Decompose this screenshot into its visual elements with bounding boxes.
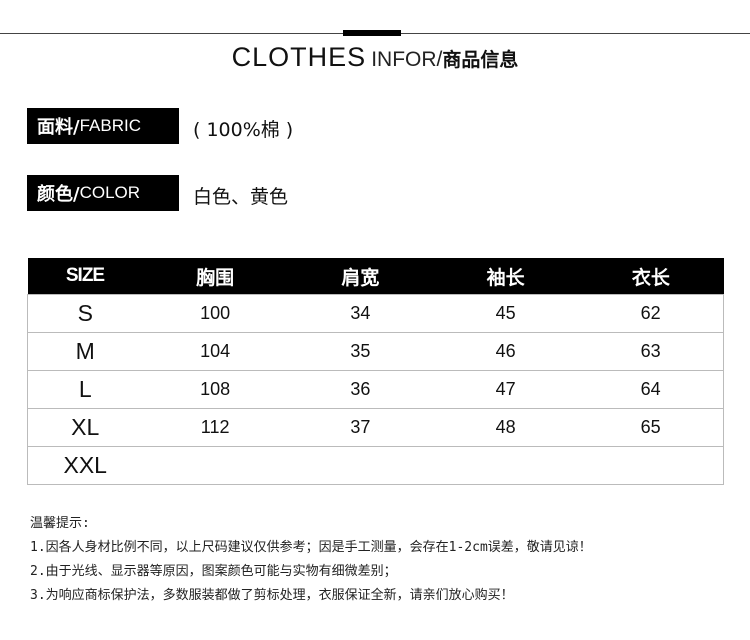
size-cell: XL — [27, 408, 143, 447]
measurement-cell: 63 — [578, 332, 725, 371]
color-label: 颜色/COLOR — [27, 175, 179, 211]
fabric-value: ( 100%棉 ) — [193, 119, 294, 141]
table-row: XXL — [27, 446, 725, 485]
color-label-cn: 颜色/ — [37, 184, 80, 205]
table-row: L 108 36 47 64 — [27, 370, 725, 409]
size-cell: L — [27, 370, 143, 409]
measurement-cell — [142, 446, 288, 485]
measurement-cell: 65 — [578, 408, 725, 447]
measurement-cell: 47 — [433, 370, 579, 409]
measurement-cell: 100 — [142, 294, 288, 333]
title-sub: INFOR/ — [371, 48, 443, 71]
measurement-cell — [433, 446, 579, 485]
fabric-label-cn: 面料/ — [37, 117, 80, 138]
note-item: 1.因各人身材比例不同，以上尺码建议仅供参考；因是手工测量，会存在1-2cm误差… — [30, 540, 592, 555]
size-table-header: SIZE 胸围 肩宽 袖长 衣长 — [27, 258, 724, 295]
table-row: S 100 34 45 62 — [27, 294, 725, 333]
note-item: 3.为响应商标保护法，多数服装都做了剪标处理，衣服保证全新，请亲们放心购买！ — [30, 588, 514, 603]
header-accent-bar — [343, 30, 401, 36]
size-cell: M — [27, 332, 143, 371]
size-cell: XXL — [27, 446, 143, 485]
measurement-cell: 34 — [287, 294, 433, 333]
measurement-cell: 36 — [287, 370, 433, 409]
column-header: 肩宽 — [287, 258, 433, 295]
fabric-label: 面料/FABRIC — [27, 108, 179, 144]
measurement-cell — [287, 446, 433, 485]
notes: 温馨提示: 1.因各人身材比例不同，以上尺码建议仅供参考；因是手工测量，会存在1… — [30, 512, 592, 608]
table-row: XL 112 37 48 65 — [27, 408, 725, 447]
measurement-cell: 104 — [142, 332, 288, 371]
title-cn: 商品信息 — [442, 49, 519, 71]
measurement-cell: 35 — [287, 332, 433, 371]
measurement-cell: 64 — [578, 370, 725, 409]
title-en: CLOTHES — [231, 42, 367, 72]
color-value: 白色、黄色 — [193, 186, 289, 208]
column-header: 衣长 — [578, 258, 724, 295]
column-header: SIZE — [27, 258, 143, 295]
measurement-cell: 46 — [433, 332, 579, 371]
measurement-cell: 45 — [433, 294, 579, 333]
column-header: 袖长 — [433, 258, 579, 295]
measurement-cell: 112 — [142, 408, 288, 447]
measurement-cell: 108 — [142, 370, 288, 409]
measurement-cell: 48 — [433, 408, 579, 447]
color-label-en: COLOR — [79, 183, 141, 202]
size-table: SIZE 胸围 肩宽 袖长 衣长 S 100 34 45 62 M 104 35 46 63 L 108 36 4… — [27, 258, 725, 485]
notes-title: 温馨提示: — [30, 516, 90, 531]
table-row: M 104 35 46 63 — [27, 332, 725, 371]
note-item: 2.由于光线、显示器等原因，图案颜色可能与实物有细微差别； — [30, 564, 397, 579]
measurement-cell: 62 — [578, 294, 725, 333]
measurement-cell: 37 — [287, 408, 433, 447]
page-title: CLOTHES INFOR/商品信息 — [0, 42, 750, 73]
column-header: 胸围 — [142, 258, 288, 295]
measurement-cell — [578, 446, 725, 485]
fabric-label-en: FABRIC — [79, 116, 141, 135]
size-cell: S — [27, 294, 143, 333]
